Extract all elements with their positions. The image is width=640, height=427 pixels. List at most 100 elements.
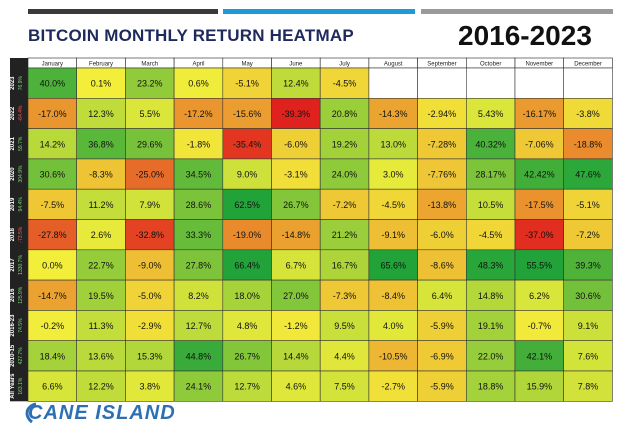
heatmap-cell-value: -1.2%	[284, 321, 308, 331]
heatmap-cell	[271, 188, 321, 220]
row-total-label: -73.5%	[18, 226, 24, 242]
heatmap-cell-value: -32.8%	[135, 230, 164, 240]
heatmap-cell	[319, 67, 370, 99]
column-header-label: June	[289, 62, 303, 68]
heatmap-cell-value: 9.1%	[578, 321, 599, 331]
heatmap-cell-value: -19.0%	[233, 230, 262, 240]
row-year-label: 2016	[10, 288, 16, 302]
heatmap-cell	[222, 340, 272, 372]
heatmap-cell	[27, 340, 78, 372]
heatmap-cell-value: 3.0%	[383, 170, 404, 180]
row-total-label: 74.5%	[18, 318, 24, 333]
heatmap-cell-value: -7.2%	[576, 230, 600, 240]
heatmap-cell	[76, 67, 126, 99]
row-year-label: 2022	[10, 106, 16, 120]
heatmap-cell-value: -6.0%	[430, 230, 454, 240]
heatmap-cell-value: 9.0%	[237, 170, 258, 180]
heatmap-cell	[514, 158, 565, 190]
heatmap-cell-value: -6.9%	[430, 351, 454, 361]
heatmap-cell	[563, 67, 613, 99]
heatmap-cell	[173, 188, 224, 220]
heatmap-cell	[76, 98, 126, 129]
heatmap-cell-value: -13.8%	[428, 200, 457, 210]
heatmap-cell-value: 22.0%	[478, 351, 504, 361]
heatmap-cell	[319, 249, 370, 281]
heatmap-cell	[368, 279, 418, 311]
row-label-column	[10, 58, 28, 402]
heatmap-cell-value: 13.0%	[380, 139, 406, 149]
heatmap-cell	[27, 67, 78, 99]
heatmap-cell	[465, 67, 516, 99]
heatmap-cell-value: 0.0%	[42, 260, 63, 270]
heatmap-cell-value: -7.76%	[428, 170, 457, 180]
heatmap-cell	[465, 98, 516, 129]
heatmap-cell	[417, 158, 467, 190]
heatmap-cell-value: -7.06%	[525, 139, 554, 149]
heatmap-cell-value: -39.3%	[282, 109, 311, 119]
heatmap-cell-value: 28.17%	[475, 170, 506, 180]
heatmap-cell-value: 20.8%	[332, 109, 358, 119]
heatmap-cell-value: -2.7%	[381, 382, 405, 392]
heatmap-cell-value: -3.1%	[284, 170, 308, 180]
heatmap-cell	[319, 340, 370, 372]
heatmap-cell-value: 5.5%	[139, 109, 160, 119]
row-total-label: 304.9%	[18, 165, 24, 183]
heatmap-cell-value: 11.2%	[89, 200, 114, 210]
heatmap-cell	[368, 249, 418, 281]
heatmap-cell	[514, 279, 565, 311]
heatmap-cell-value: 15.3%	[137, 351, 163, 361]
heatmap-cell-value: 21.2%	[332, 230, 358, 240]
heatmap-cell	[173, 158, 224, 190]
column-header-label: August	[384, 62, 403, 68]
heatmap-cell-value: -27.8%	[38, 230, 67, 240]
heatmap-cell-value: 36.8%	[88, 139, 114, 149]
heatmap-cell-value: 48.3%	[478, 260, 504, 270]
heatmap-cell	[368, 98, 418, 129]
heatmap-cell	[271, 128, 321, 160]
heatmap-cell-value: -8.3%	[89, 170, 113, 180]
heatmap-cell	[465, 310, 516, 341]
heatmap-cell-value: -0.7%	[528, 321, 552, 331]
heatmap-cell-value: 12.4%	[283, 79, 309, 89]
row-total-label: 125.9%	[18, 286, 24, 304]
row-total-label: -64.4%	[18, 105, 24, 121]
heatmap-cell-value: -9.1%	[381, 230, 405, 240]
heatmap-cell	[465, 128, 516, 160]
heatmap-cell	[222, 98, 272, 129]
heatmap-cell	[319, 158, 370, 190]
heatmap-cell-value: 44.8%	[186, 351, 212, 361]
row-total-label: 94.4%	[18, 197, 24, 212]
heatmap-cell	[125, 158, 175, 190]
heatmap-cell	[27, 249, 78, 281]
row-year-label: 2010-15	[10, 344, 16, 367]
heatmap-cell	[368, 67, 418, 99]
top-bar-gray	[421, 9, 613, 14]
heatmap-cell-value: -2.9%	[138, 321, 162, 331]
heatmap-cell	[271, 370, 321, 402]
heatmap-cell	[368, 310, 418, 341]
heatmap-cell	[27, 98, 78, 129]
heatmap-cell-value: -18.8%	[574, 139, 603, 149]
heatmap-cell	[368, 158, 418, 190]
heatmap-cell	[514, 67, 565, 99]
column-header-label: April	[192, 62, 204, 68]
heatmap-cell-value: 30.6%	[575, 291, 601, 301]
heatmap-cell-value: 0.6%	[188, 79, 209, 89]
heatmap-cell	[76, 279, 126, 311]
heatmap-cell	[222, 279, 272, 311]
heatmap-cell	[222, 67, 272, 99]
heatmap-cell-value: 18.8%	[478, 382, 504, 392]
heatmap-cell-value: -10.5%	[379, 351, 408, 361]
heatmap-cell	[417, 340, 467, 372]
heatmap-cell	[514, 188, 565, 220]
row-total-label: 1330.7%	[18, 255, 24, 275]
heatmap-cell-value: -9.0%	[138, 260, 162, 270]
heatmap-cell	[368, 188, 418, 220]
heatmap-cell	[514, 370, 565, 402]
heatmap-cell-value: 34.5%	[186, 170, 212, 180]
heatmap-cell	[319, 98, 370, 129]
heatmap-cell-value: 12.7%	[234, 382, 260, 392]
row-total-label: 76.9%	[18, 76, 24, 91]
row-year-label: 2019	[10, 197, 16, 211]
heatmap-cell	[563, 310, 613, 341]
